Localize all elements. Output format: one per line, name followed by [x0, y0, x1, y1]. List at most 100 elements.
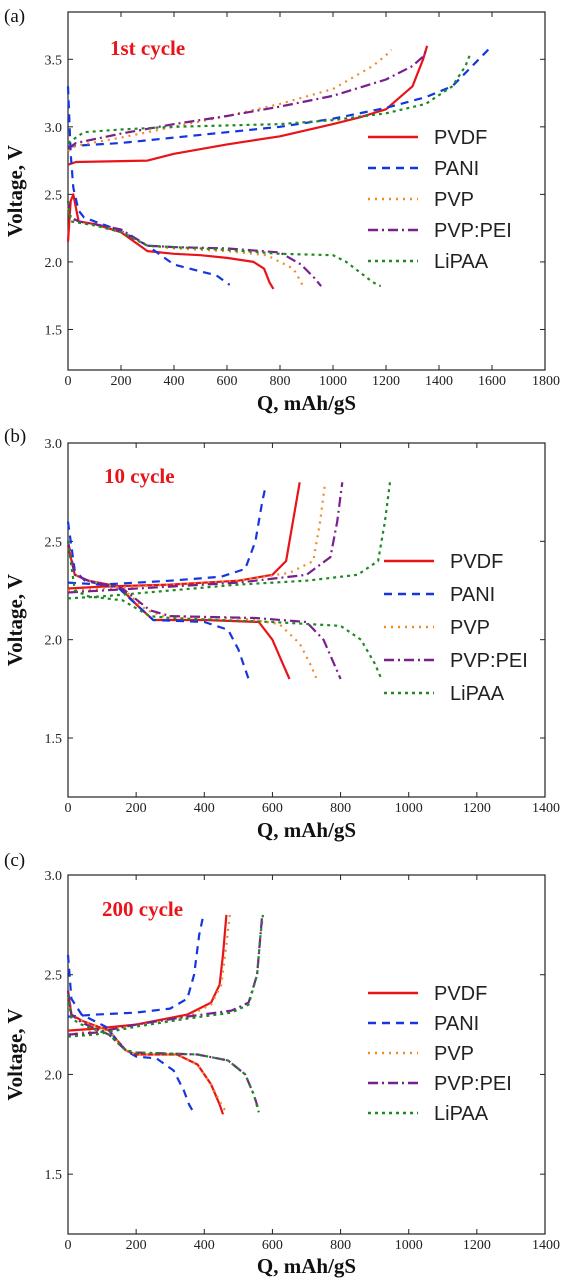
y-tick-label: 2.5 — [45, 535, 63, 550]
x-axis-title: Q, mAh/gS — [257, 818, 356, 842]
x-tick-label: 1800 — [532, 374, 560, 389]
y-tick-label: 1.5 — [45, 323, 63, 338]
legend-label: PVP:PEI — [450, 650, 528, 672]
series-line-pvdf-charge — [67, 914, 228, 1032]
legend-label: PVP:PEI — [434, 220, 512, 242]
legend-label: PVDF — [434, 127, 487, 149]
chart-panel-a: 0 200 400 600 800 1000 1200 1400 1600 1800 1.5 2.0 2… — [0, 0, 562, 425]
legend-label: PVP:PEI — [434, 1073, 512, 1095]
x-tick-label: 200 — [111, 374, 132, 389]
legend-label: LiPAA — [434, 251, 489, 273]
series-line-lipaa-discharge — [66, 200, 382, 288]
x-tick-label: 800 — [270, 374, 291, 389]
series-line-pani-discharge — [66, 521, 250, 680]
y-tick-label: 1.5 — [45, 1168, 63, 1183]
panel-label: (b) — [4, 426, 26, 447]
legend-label: PANI — [434, 158, 479, 180]
x-tick-label: 1200 — [463, 1238, 491, 1253]
x-tick-label: 800 — [330, 1238, 351, 1253]
series-line-pvp-discharge — [66, 541, 318, 680]
x-tick-label: 1000 — [395, 1238, 423, 1253]
x-tick-label: 600 — [262, 801, 283, 816]
series-line-pvp-charge — [67, 482, 327, 592]
series-line-pani-discharge — [66, 954, 194, 1111]
legend-label: PANI — [450, 584, 495, 606]
y-tick-label: 1.5 — [45, 732, 63, 747]
series-line-pani-charge — [67, 486, 267, 586]
series-line-pvp-pei-charge — [67, 482, 344, 594]
chart-title: 1st cycle — [110, 36, 185, 60]
x-axis-title: Q, mAh/gS — [257, 391, 356, 415]
chart-panel-c: 0 200 400 600 800 1000 1200 1400 1.5 2.0 2.5 3.0 Q, … — [0, 847, 562, 1280]
legend-label: PVDF — [450, 551, 503, 573]
chart-a-svg: 0 200 400 600 800 1000 1200 1400 1600 1800 1.5 2.0 2… — [3, 6, 560, 415]
y-axis-title: Voltage, V — [3, 145, 27, 237]
x-tick-label: 200 — [126, 1238, 147, 1253]
x-tick-label: 1200 — [372, 374, 400, 389]
series-line-pvp-charge — [67, 49, 393, 153]
legend-label: PVP — [434, 1043, 474, 1065]
x-tick-label: 0 — [65, 1238, 72, 1253]
legend-label: PVP — [434, 189, 474, 211]
chart-b-svg: 0 200 400 600 800 1000 1200 1400 1.5 2.0 2.5 3.0 Q, … — [3, 426, 560, 842]
chart-title: 10 cycle — [104, 464, 175, 488]
legend-label: LiPAA — [450, 683, 505, 705]
chart-c-svg: 0 200 400 600 800 1000 1200 1400 1.5 2.0 2.5 3.0 Q, … — [3, 850, 560, 1278]
x-tick-label: 0 — [65, 801, 72, 816]
series-line-pvp-discharge — [66, 207, 305, 290]
series-line-lipaa-charge — [67, 482, 392, 600]
x-tick-label: 1400 — [425, 374, 453, 389]
series-line-lipaa-discharge — [66, 541, 383, 680]
y-tick-label: 3.0 — [45, 869, 63, 884]
chart-title: 200 cycle — [102, 897, 183, 921]
series-line-pvp-discharge — [66, 990, 228, 1113]
legend-label: PVP — [450, 617, 490, 639]
y-tick-label: 3.0 — [45, 437, 63, 452]
x-axis-title: Q, mAh/gS — [257, 1254, 356, 1278]
series-line-pvdf-charge — [67, 482, 301, 590]
panel-label: (c) — [4, 850, 25, 871]
x-tick-label: 200 — [126, 801, 147, 816]
legend-label: PANI — [434, 1013, 479, 1035]
series-line-pvp-pei-charge — [67, 914, 264, 1036]
y-axis-title: Voltage, V — [3, 574, 27, 666]
y-tick-label: 2.0 — [45, 634, 63, 649]
plot-frame — [67, 11, 546, 371]
x-tick-label: 1200 — [463, 801, 491, 816]
plot-frame — [67, 442, 546, 798]
x-tick-label: 1600 — [478, 374, 506, 389]
x-tick-label: 400 — [194, 1238, 215, 1253]
series-line-lipaa-charge — [67, 52, 472, 144]
y-tick-label: 2.0 — [45, 1068, 63, 1083]
y-tick-label: 2.0 — [45, 256, 63, 271]
panel-label: (a) — [4, 6, 25, 27]
x-tick-label: 0 — [65, 374, 72, 389]
legend-label: PVDF — [434, 983, 487, 1005]
y-tick-label: 3.5 — [45, 53, 63, 68]
y-tick-label: 2.5 — [45, 969, 63, 984]
series-line-pvp-charge — [67, 914, 231, 1036]
x-tick-label: 1400 — [532, 1238, 560, 1253]
x-tick-label: 1000 — [395, 801, 423, 816]
series-line-lipaa-discharge — [66, 994, 260, 1113]
series-line-pvdf-discharge — [66, 193, 275, 290]
y-tick-label: 3.0 — [45, 121, 63, 136]
x-tick-label: 800 — [330, 801, 351, 816]
series-line-pvdf-charge — [67, 45, 429, 166]
x-tick-label: 400 — [164, 374, 185, 389]
series-line-pvp-pei-discharge — [66, 200, 322, 287]
x-tick-label: 1400 — [532, 801, 560, 816]
legend-label: LiPAA — [434, 1103, 489, 1125]
plot-frame — [67, 874, 546, 1235]
y-axis-title: Voltage, V — [3, 1008, 27, 1100]
series-line-pvp-pei-discharge — [66, 541, 342, 680]
series-line-pvdf-discharge — [66, 545, 291, 680]
chart-panel-b: 0 200 400 600 800 1000 1200 1400 1.5 2.0 2.5 3.0 Q, … — [0, 425, 562, 847]
series-line-pvp-pei-discharge — [66, 990, 260, 1111]
x-tick-label: 600 — [217, 374, 238, 389]
series-line-pvp-pei-charge — [67, 48, 429, 150]
x-tick-label: 400 — [194, 801, 215, 816]
x-tick-label: 600 — [262, 1238, 283, 1253]
series-line-pani-charge — [67, 918, 204, 1018]
series-line-pani-charge — [67, 45, 493, 149]
